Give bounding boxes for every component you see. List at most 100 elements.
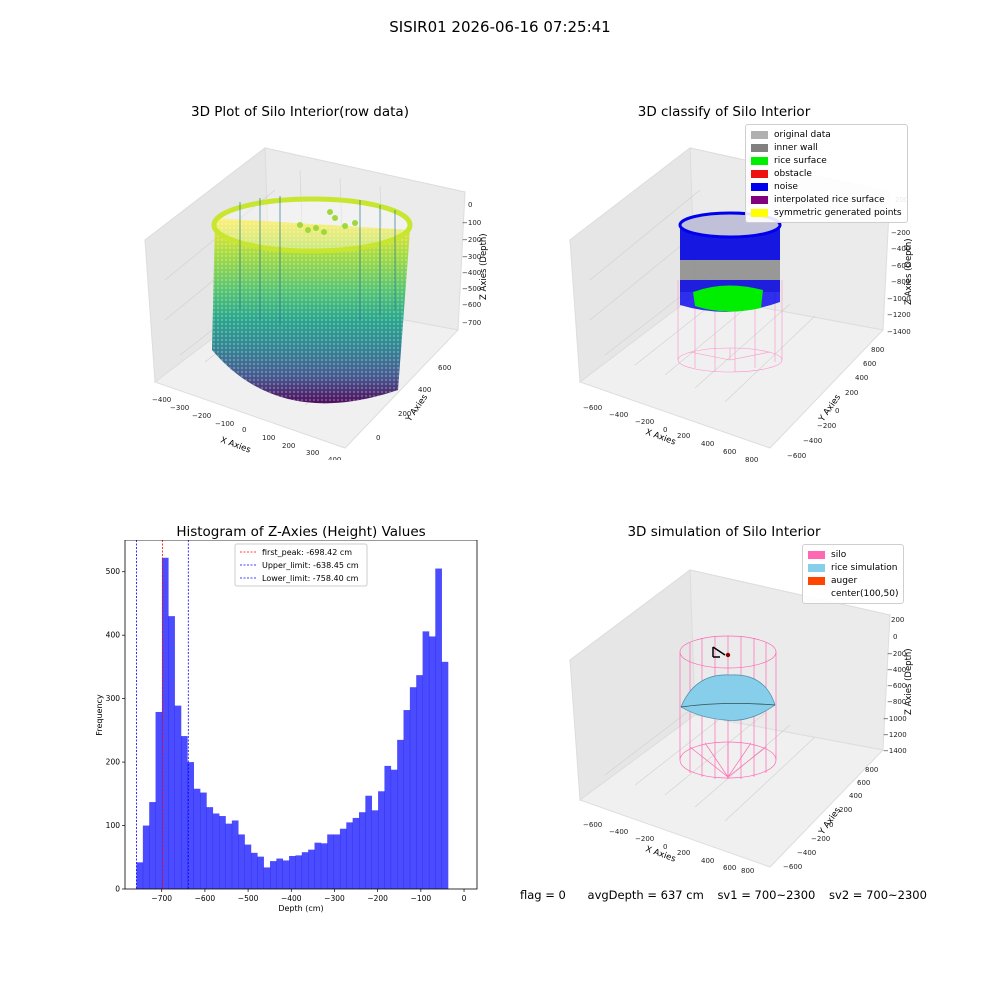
- classify-ytick: −200: [817, 422, 836, 430]
- classify-ytick: −600: [787, 452, 806, 460]
- histogram-legend: first_peak: -698.42 cm Upper_limit: -638…: [234, 543, 368, 587]
- histogram-xtick-label: 0: [462, 894, 467, 903]
- legend-entry: center(100,50): [808, 587, 898, 600]
- histogram-reference-lines: [136, 540, 189, 889]
- simulation-3d-plot: −600 −400 −200 0 200 400 600 800 −600 −4…: [568, 569, 914, 875]
- histogram-bar: [422, 631, 430, 889]
- histogram-bar: [276, 858, 284, 889]
- raw-xtick: −100: [215, 420, 234, 428]
- raw-ylabel: Y Axies: [404, 392, 431, 424]
- simulation-xtick: −200: [635, 835, 654, 843]
- raw-ytick: 0: [376, 434, 380, 442]
- simulation-xtick: −400: [609, 828, 628, 836]
- histogram-bar: [333, 834, 341, 889]
- legend-label: interpolated rice surface: [774, 194, 885, 205]
- classify-xtick: −400: [609, 411, 628, 419]
- histogram-xtick-label: −200: [367, 894, 388, 903]
- raw-xtick: −300: [170, 404, 189, 412]
- classify-ztick: −200: [891, 229, 910, 237]
- classify-plot-title: 3D classify of Silo Interior: [637, 104, 811, 120]
- classify-xtick: −600: [583, 404, 602, 412]
- legend-entry: rice surface: [751, 154, 902, 167]
- simulation-xtick: 400: [701, 857, 714, 865]
- classify-floor-pane: [578, 294, 885, 449]
- histogram-bar: [219, 816, 226, 889]
- legend-swatch: [808, 550, 825, 559]
- histogram-xtick-label: −700: [151, 894, 172, 903]
- legend-label: first_peak: -698.42 cm: [262, 548, 352, 557]
- histogram-bar: [301, 852, 309, 889]
- legend-swatch: [808, 576, 825, 585]
- legend-label: rice surface: [774, 155, 827, 166]
- histogram-bar: [403, 710, 411, 889]
- histogram-ytick-label: 500: [106, 567, 121, 576]
- raw-wall-streaks: [239, 196, 396, 325]
- histogram-bar: [263, 867, 271, 889]
- legend-label: inner wall: [774, 142, 818, 153]
- histogram-ylabel: Frequency: [95, 694, 104, 736]
- classify-ztick: −1200: [887, 311, 911, 319]
- histogram-bar: [346, 822, 353, 889]
- histogram-bar: [257, 856, 264, 889]
- histogram-bar: [327, 834, 334, 889]
- raw-xtick: 100: [262, 434, 275, 442]
- simulation-xtick: −600: [583, 821, 602, 829]
- simulation-ytick: 200: [839, 806, 852, 814]
- simulation-ytick: 0: [829, 821, 833, 829]
- raw-top-points: [297, 209, 358, 235]
- simulation-ztick: −1200: [883, 731, 907, 739]
- raw-ytick: 400: [418, 386, 431, 394]
- histogram-xtick-label: −500: [238, 894, 259, 903]
- simulation-ytick: 800: [865, 766, 878, 774]
- histogram-bar: [371, 810, 379, 889]
- legend-entry: rice simulation: [808, 561, 898, 574]
- simulation-floor-pane: [578, 714, 885, 868]
- histogram-bar: [308, 849, 315, 889]
- histogram-xtick-label: −400: [281, 894, 302, 903]
- classify-xtick: 400: [701, 440, 714, 448]
- histogram-bar: [180, 736, 188, 889]
- raw-ztick: −400: [462, 269, 481, 277]
- status-footer: flag = 0 avgDepth = 637 cm sv1 = 700~230…: [520, 888, 937, 902]
- histogram-chart: −700 −600 −500 −400 −300 −200 −100 0 0 100 200 300…: [95, 540, 478, 913]
- histogram-bar: [320, 843, 328, 889]
- histogram-xtick-label: −100: [411, 894, 432, 903]
- histogram-bar: [295, 855, 303, 889]
- legend-entry: original data: [751, 128, 902, 141]
- simulation-xtick: 200: [677, 849, 690, 857]
- legend-swatch: [751, 182, 768, 191]
- legend-label: silo: [831, 549, 847, 560]
- simulation-ztick: −800: [887, 698, 906, 706]
- raw-xtick: −200: [192, 412, 211, 420]
- simulation-ztick: −400: [887, 666, 906, 674]
- simulation-ytick: −600: [783, 863, 802, 871]
- classify-ztick: −800: [891, 278, 910, 286]
- legend-swatch: [751, 130, 768, 139]
- histogram-bar: [384, 765, 392, 889]
- avg-depth-status: avgDepth = 637 cm: [587, 888, 704, 902]
- raw-plot-title: 3D Plot of Silo Interior(row data): [191, 104, 409, 120]
- histogram-bar: [289, 856, 296, 889]
- legend-swatch: [751, 143, 768, 152]
- histogram-xaxis: −700 −600 −500 −400 −300 −200 −100 0: [151, 889, 467, 903]
- histogram-bar: [428, 636, 436, 889]
- classify-ytick: 0: [835, 407, 839, 415]
- figure-title: SISIR01 2026-06-16 07:25:41: [389, 18, 611, 36]
- classify-silo-wireframe: [677, 280, 783, 373]
- legend-swatch: [808, 563, 825, 572]
- classify-ztick: −400: [891, 245, 910, 253]
- classify-xtick: 600: [723, 448, 736, 456]
- legend-swatch: [751, 195, 768, 204]
- raw-3d-plot: −400 −300 −200 −100 0 100 200 300 400 0 …: [143, 147, 489, 460]
- simulation-ztick: −200: [887, 650, 906, 658]
- histogram-bar: [441, 661, 449, 889]
- classify-ztick: −1400: [887, 328, 911, 336]
- histogram-bar: [200, 792, 207, 889]
- raw-xtick: 300: [306, 449, 319, 457]
- histogram-bar: [238, 834, 245, 889]
- legend-label: Lower_limit: -758.40 cm: [262, 574, 359, 583]
- histogram-bar: [212, 813, 220, 889]
- classify-ytick: −400: [803, 437, 822, 445]
- histogram-yaxis: 0 100 200 300 400 500: [106, 567, 125, 894]
- simulation-auger: [712, 646, 726, 658]
